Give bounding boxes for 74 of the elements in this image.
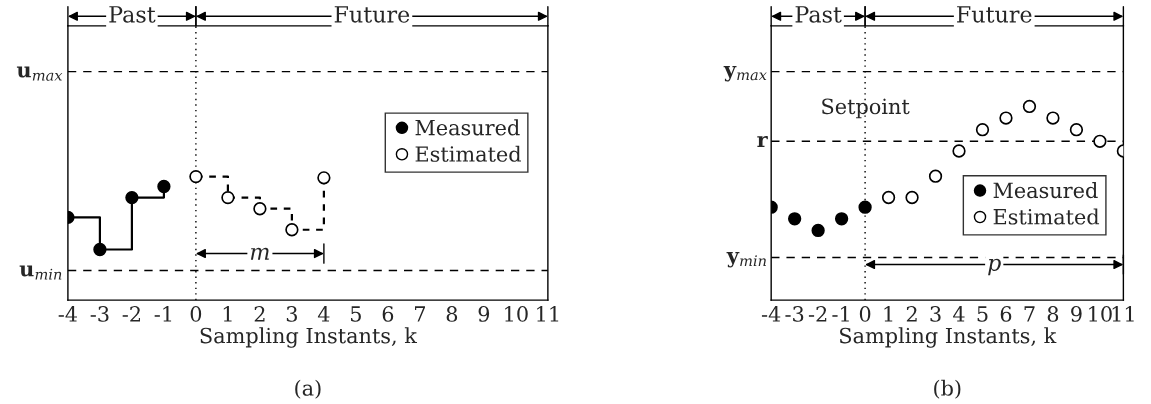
point xyxy=(788,212,802,226)
text: Past xyxy=(795,6,842,23)
text: Future xyxy=(334,6,410,23)
text: Past xyxy=(109,6,156,23)
x-tick-label: -1 xyxy=(832,306,849,322)
point xyxy=(1093,134,1107,148)
point xyxy=(125,190,139,205)
x-tick-label: 6 xyxy=(1000,306,1012,322)
point xyxy=(189,169,203,184)
annotation: p xyxy=(988,258,1001,276)
point xyxy=(93,242,107,257)
x-tick-label: 6 xyxy=(382,306,394,322)
x-tick-label: 10 xyxy=(505,306,528,322)
point xyxy=(905,190,919,205)
point xyxy=(881,190,896,205)
point xyxy=(811,223,825,238)
x-tick-label: 2 xyxy=(906,306,917,322)
x-tick-label: 1 xyxy=(884,306,893,322)
x-tick-label: -3 xyxy=(90,306,109,322)
x-tick-label: 1 xyxy=(223,306,232,322)
point xyxy=(928,169,943,183)
x-tick-label: -2 xyxy=(122,306,141,322)
x-tick-label: 3 xyxy=(286,306,297,322)
x-tick-label: 10 xyxy=(1089,306,1112,322)
x-tick-label: 4 xyxy=(953,306,965,322)
point xyxy=(1069,123,1084,137)
point xyxy=(1022,99,1037,114)
x-tick-label: 0 xyxy=(190,306,202,322)
legend-label: Measured xyxy=(415,119,520,136)
x-tick-label: 2 xyxy=(254,306,265,322)
point xyxy=(253,202,267,216)
x-tick-label: -1 xyxy=(154,306,172,322)
legend-label: Estimated xyxy=(415,145,521,162)
x-tick-label: 9 xyxy=(1071,306,1082,322)
x-tick-label: 0 xyxy=(859,306,871,322)
x-tick-label: 7 xyxy=(415,306,426,322)
point xyxy=(317,171,331,185)
text: (b) xyxy=(934,379,961,399)
legend-label: Estimated xyxy=(993,208,1100,225)
x-tick-label: 5 xyxy=(977,306,988,322)
point xyxy=(975,123,990,137)
point xyxy=(834,212,849,226)
ref-line-label: u$_{max}$ xyxy=(16,66,63,81)
ref-line-label: u$_{min}$ xyxy=(19,265,62,280)
point xyxy=(999,111,1013,125)
annotation: Setpoint xyxy=(822,98,910,119)
x-tick-label: -2 xyxy=(808,306,827,322)
x-tick-label: 11 xyxy=(1112,306,1134,322)
ref-line-label: r xyxy=(757,135,768,148)
x-tick-label: 3 xyxy=(930,306,941,322)
x-tick-label: 4 xyxy=(317,306,330,322)
point xyxy=(157,179,171,194)
x-tick-label: 8 xyxy=(1047,306,1059,322)
legend-label: Measured xyxy=(993,182,1098,199)
annotation: m xyxy=(250,247,269,260)
ref-line-label: y$_{max}$ xyxy=(723,66,767,82)
point xyxy=(1046,111,1060,125)
point xyxy=(952,144,966,158)
ref-line-label: y$_{min}$ xyxy=(726,252,766,268)
x-tick-label: 7 xyxy=(1024,306,1035,322)
point xyxy=(858,200,872,214)
text: (a) xyxy=(295,379,321,399)
point xyxy=(285,223,299,237)
x-tick-label: 8 xyxy=(446,306,458,322)
x-tick-label: -4 xyxy=(58,306,78,322)
x-tick-label: 11 xyxy=(537,306,559,322)
x-tick-label: 5 xyxy=(351,306,361,322)
x-tick-label: -3 xyxy=(785,306,804,322)
text: Future xyxy=(957,6,1032,23)
x-tick-label: -4 xyxy=(761,306,781,322)
x-tick-label: 9 xyxy=(478,306,490,322)
x-axis-title: Sampling Instants, k xyxy=(200,327,418,348)
point xyxy=(221,190,235,205)
x-axis-title: Sampling Instants, k xyxy=(840,327,1057,348)
